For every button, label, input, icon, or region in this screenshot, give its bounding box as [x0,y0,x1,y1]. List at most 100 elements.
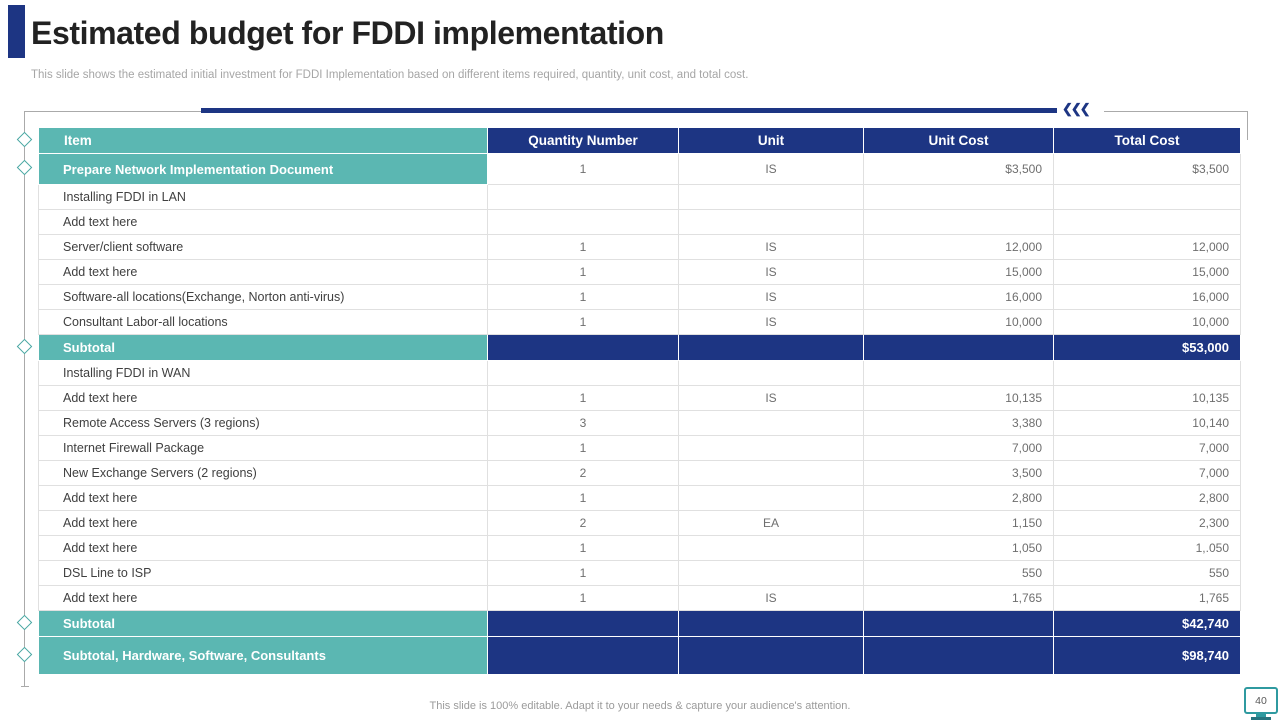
table-row: Installing FDDI in LAN [38,184,1241,210]
unit-cell [678,435,864,461]
unit-cost-cell [863,209,1054,235]
item-cell: Add text here [38,209,488,235]
table-row: Remote Access Servers (3 regions) 3 3,380 1… [38,410,1241,436]
table-row: Prepare Network Implementation Document 1… [38,153,1241,185]
unit-cost-cell: 12,000 [863,234,1054,260]
unit-cell [678,460,864,486]
item-cell: Subtotal [38,610,488,637]
total-cost-cell: 10,000 [1053,309,1241,335]
diamond-icon [16,159,33,176]
total-cost-cell: 7,000 [1053,435,1241,461]
total-cost-cell: 10,135 [1053,385,1241,411]
page-number: 40 [1255,694,1267,707]
title-accent-bar [8,5,25,58]
table-row: Software-all locations(Exchange, Norton … [38,284,1241,310]
total-cost-cell: 7,000 [1053,460,1241,486]
diamond-icon [16,646,33,663]
qty-cell [487,610,679,637]
slide-subtitle: This slide shows the estimated initial i… [31,69,749,81]
unit-cost-cell: 550 [863,560,1054,586]
unit-cell [678,560,864,586]
corner-bracket-line [1104,111,1248,140]
table-row: Add text here 1 IS 15,000 15,000 [38,259,1241,285]
monitor-icon-neck [1256,714,1266,717]
unit-cell [678,209,864,235]
table-row: Installing FDDI in WAN [38,360,1241,386]
unit-cell [678,360,864,386]
budget-table: Item Quantity Number Unit Unit Cost Total Co… [38,127,1241,675]
total-cost-cell [1053,184,1241,210]
item-cell: Add text here [38,385,488,411]
unit-cell: EA [678,510,864,536]
item-cell: Add text here [38,485,488,511]
table-row: Add text here 2 EA 1,150 2,300 [38,510,1241,536]
total-cost-cell: $53,000 [1053,334,1241,361]
table-row: Add text here 1 IS 1,765 1,765 [38,585,1241,611]
table-header-row: Item Quantity Number Unit Unit Cost Total Co… [38,127,1241,154]
unit-cost-cell: 1,050 [863,535,1054,561]
total-cost-cell: 2,300 [1053,510,1241,536]
item-cell: Add text here [38,535,488,561]
unit-cell: IS [678,385,864,411]
total-cost-cell: 1,.050 [1053,535,1241,561]
total-cost-cell: 12,000 [1053,234,1241,260]
item-cell: DSL Line to ISP [38,560,488,586]
left-guide-line [24,111,25,686]
table-row: Add text here 1 2,800 2,800 [38,485,1241,511]
unit-cost-cell: $3,500 [863,153,1054,185]
qty-cell: 2 [487,460,679,486]
qty-cell: 1 [487,284,679,310]
unit-cell: IS [678,153,864,185]
item-cell: New Exchange Servers (2 regions) [38,460,488,486]
table-row: Server/client software 1 IS 12,000 12,000 [38,234,1241,260]
table-row: Subtotal $42,740 [38,610,1241,637]
total-cost-cell: $98,740 [1053,636,1241,675]
unit-cell [678,535,864,561]
unit-cost-cell [863,334,1054,361]
total-cost-cell: $42,740 [1053,610,1241,637]
qty-cell: 2 [487,510,679,536]
divider-line-thin [24,111,204,112]
item-cell: Remote Access Servers (3 regions) [38,410,488,436]
item-cell: Add text here [38,585,488,611]
table-row: Subtotal $53,000 [38,334,1241,361]
unit-cell [678,184,864,210]
table-row: Add text here 1 1,050 1,.050 [38,535,1241,561]
unit-cost-cell: 3,380 [863,410,1054,436]
item-cell: Installing FDDI in WAN [38,360,488,386]
table-row: Subtotal, Hardware, Software, Consultant… [38,636,1241,675]
unit-cell [678,610,864,637]
total-cost-cell: 550 [1053,560,1241,586]
qty-cell [487,184,679,210]
unit-cell: IS [678,309,864,335]
qty-cell: 1 [487,234,679,260]
unit-cost-cell: 16,000 [863,284,1054,310]
unit-cell [678,334,864,361]
total-cost-cell: 2,800 [1053,485,1241,511]
table-row: DSL Line to ISP 1 550 550 [38,560,1241,586]
unit-cost-cell: 15,000 [863,259,1054,285]
qty-cell: 1 [487,385,679,411]
item-cell: Software-all locations(Exchange, Norton … [38,284,488,310]
column-header: Unit Cost [863,127,1054,154]
item-cell: Add text here [38,259,488,285]
item-cell: Subtotal [38,334,488,361]
unit-cost-cell [863,184,1054,210]
unit-cost-cell: 3,500 [863,460,1054,486]
qty-cell: 3 [487,410,679,436]
item-cell: Subtotal, Hardware, Software, Consultant… [38,636,488,675]
unit-cost-cell [863,636,1054,675]
qty-cell: 1 [487,585,679,611]
footer-note: This slide is 100% editable. Adapt it to… [429,700,851,712]
unit-cost-cell [863,360,1054,386]
unit-cell: IS [678,284,864,310]
item-cell: Prepare Network Implementation Document [38,153,488,185]
column-header: Unit [678,127,864,154]
unit-cell: IS [678,585,864,611]
qty-cell [487,636,679,675]
diamond-icon [16,338,33,355]
qty-cell [487,360,679,386]
diamond-icon [16,131,33,148]
item-cell: Server/client software [38,234,488,260]
